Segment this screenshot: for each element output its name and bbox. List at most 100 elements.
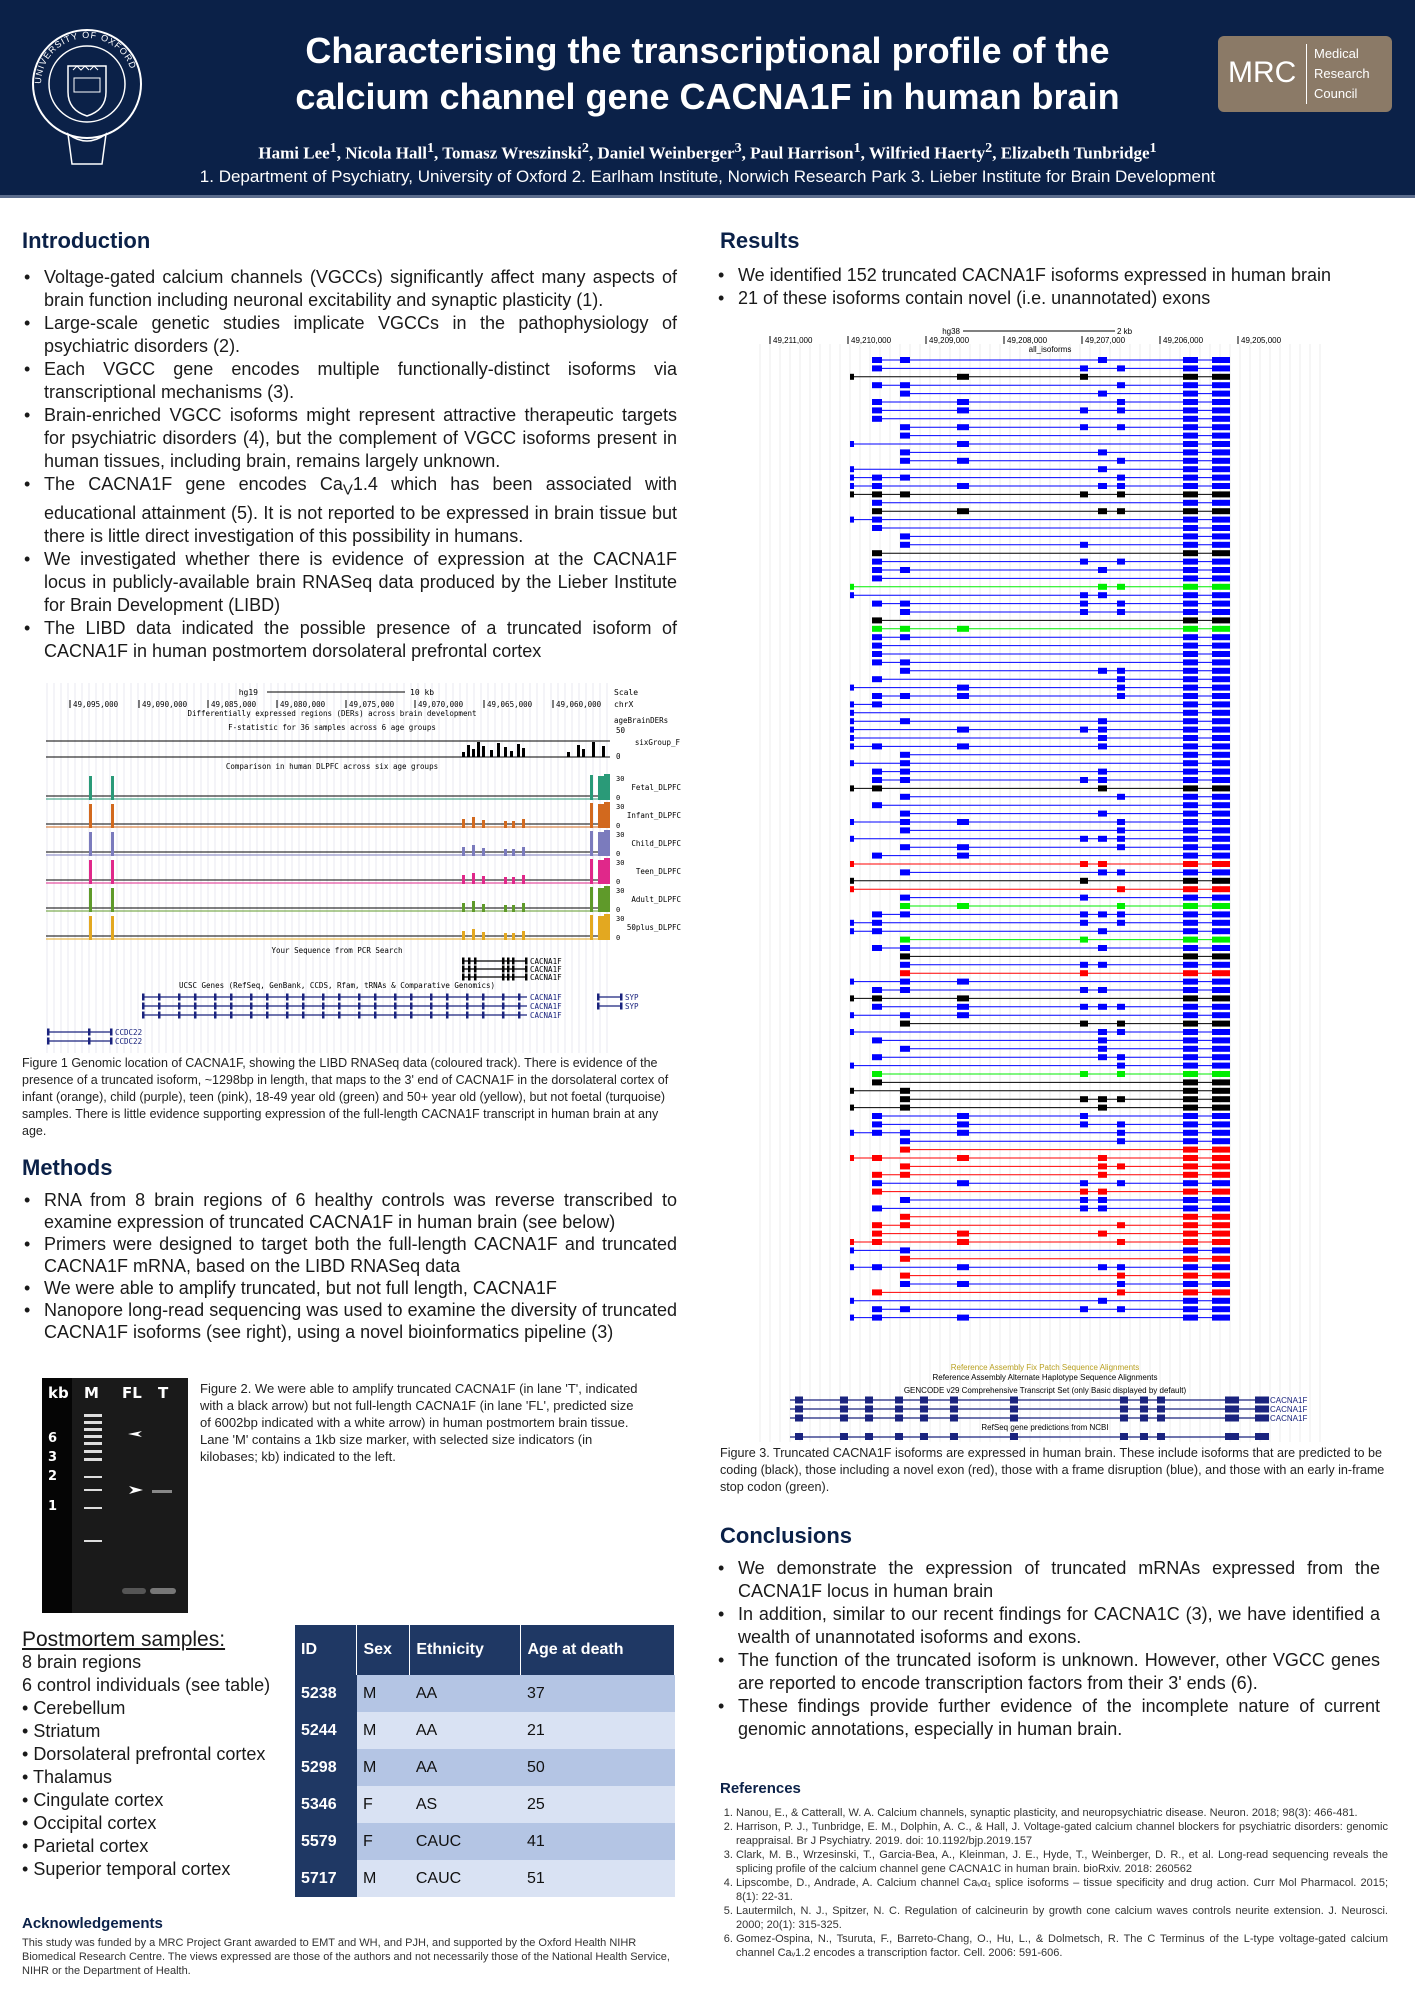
exon xyxy=(1212,491,1230,498)
exon xyxy=(142,1011,145,1019)
isoform-row xyxy=(872,499,1230,506)
coverage-peak xyxy=(604,858,610,884)
exon xyxy=(525,965,528,973)
exon xyxy=(957,743,969,750)
exon xyxy=(1117,1096,1125,1103)
exon xyxy=(1212,1239,1230,1245)
isoform-row xyxy=(872,1071,1230,1077)
exon xyxy=(850,474,854,481)
brain-region: Thalamus xyxy=(22,1766,270,1789)
table-row: 5298 M AA 50 xyxy=(295,1749,675,1786)
isoform-row xyxy=(850,1087,1230,1094)
coverage-peak xyxy=(590,915,593,940)
author-affiliation: 1 xyxy=(329,140,337,156)
exon xyxy=(1183,1071,1198,1077)
exon xyxy=(850,684,854,691)
gel-size-label: 2 xyxy=(48,1469,57,1484)
ucsc-label: UCSC Genes (RefSeq, GenBank, CCDS, Rfam,… xyxy=(179,981,495,990)
exon xyxy=(900,667,910,674)
exon xyxy=(1183,365,1198,372)
track-label: all_isoforms xyxy=(1029,345,1072,354)
isoform-row xyxy=(900,1213,1230,1220)
exon xyxy=(1183,760,1198,767)
isoform-row xyxy=(872,911,1230,918)
exon xyxy=(900,793,910,800)
scale-label: 2 kb xyxy=(1117,327,1133,336)
exon xyxy=(1080,1003,1088,1010)
exon xyxy=(1098,1297,1107,1304)
exon xyxy=(1098,726,1107,733)
exon xyxy=(872,415,882,422)
exon xyxy=(1183,819,1198,825)
table-row: 5346 F AS 25 xyxy=(295,1786,675,1823)
exon xyxy=(110,1037,113,1045)
exon xyxy=(957,978,969,985)
exon xyxy=(900,911,910,918)
exon xyxy=(1183,861,1198,867)
isoform-row xyxy=(872,1222,1230,1229)
exon xyxy=(957,625,969,632)
exon xyxy=(1212,1272,1230,1279)
exon xyxy=(872,1188,882,1195)
exon xyxy=(900,1281,910,1287)
exon xyxy=(512,957,515,965)
isoform-row xyxy=(850,861,1230,867)
exon xyxy=(872,651,882,657)
exon xyxy=(1183,357,1198,363)
gene-label: CACNA1F xyxy=(1270,1414,1307,1423)
isoform-row xyxy=(900,1197,1230,1203)
exon xyxy=(872,777,882,783)
isoform-row xyxy=(850,877,1230,884)
exon xyxy=(482,1002,485,1010)
exon xyxy=(900,903,910,909)
exon xyxy=(1183,575,1198,582)
isoform-row xyxy=(850,919,1230,926)
exon xyxy=(1183,432,1198,439)
exon xyxy=(957,693,969,699)
table-cell: 5579 xyxy=(295,1823,357,1860)
author: Tomasz Wreszinski xyxy=(442,143,582,163)
der-peak xyxy=(482,746,485,757)
exon xyxy=(1183,1054,1198,1061)
coverage-peak xyxy=(89,832,92,856)
exon xyxy=(1098,785,1107,792)
isoform-row xyxy=(850,1129,1230,1136)
exon xyxy=(1080,726,1088,733)
reference-item: Lautermilch, N. J., Spitzer, N. C. Regul… xyxy=(736,1904,1388,1932)
isoform-row xyxy=(850,1062,1230,1069)
exon xyxy=(1212,953,1230,960)
exon xyxy=(1183,525,1198,531)
table-cell: 5298 xyxy=(295,1749,357,1786)
exon xyxy=(1212,1188,1230,1195)
axis-min: 0 xyxy=(616,934,620,942)
references-heading: References xyxy=(720,1780,801,1797)
exon xyxy=(1183,407,1198,414)
exon xyxy=(1212,743,1230,750)
isoform-row xyxy=(872,617,1230,624)
exon xyxy=(338,1011,341,1019)
coverage-peak xyxy=(604,886,610,912)
exon xyxy=(872,1054,882,1061)
conclusions-heading: Conclusions xyxy=(720,1523,853,1548)
isoform-row xyxy=(900,1020,1230,1027)
exon xyxy=(1183,592,1198,599)
exon xyxy=(1212,684,1230,691)
exon xyxy=(872,1180,882,1187)
isoform-row xyxy=(872,1188,1230,1195)
exon xyxy=(597,1002,600,1010)
marker-bands xyxy=(84,1414,102,1542)
exon xyxy=(900,1045,910,1052)
exon xyxy=(1117,508,1125,515)
exon xyxy=(900,970,910,977)
table-cell: 25 xyxy=(520,1786,675,1823)
exon xyxy=(1212,1155,1230,1161)
coverage-peak xyxy=(590,859,593,884)
isoform-row xyxy=(872,945,1230,951)
isoform-row xyxy=(900,1272,1230,1279)
der-peak xyxy=(582,749,585,757)
table-cell: AS xyxy=(409,1786,521,1823)
table-cell: F xyxy=(356,1823,410,1860)
der-peak xyxy=(477,742,480,757)
exon xyxy=(1183,970,1198,977)
gel-unit-label: kb xyxy=(48,1384,69,1402)
